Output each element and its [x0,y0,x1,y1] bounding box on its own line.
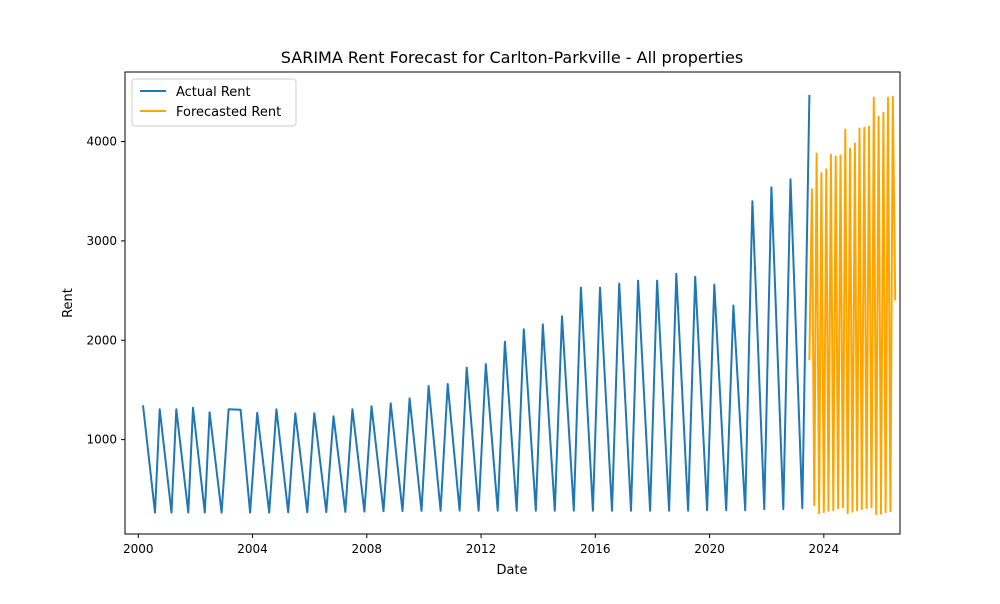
forecasted-rent-line [808,95,897,516]
axes-frame [124,71,901,535]
x-axis-label: Date [496,563,527,578]
plot-area [142,94,897,516]
x-tick-label: 2004 [237,542,268,556]
x-tick-label: 2008 [352,542,383,556]
x-tick-label: 2024 [809,542,840,556]
legend-label-forecast: Forecasted Rent [176,105,281,120]
y-tick-label: 4000 [86,135,117,149]
y-tick-label: 1000 [86,433,117,447]
chart-title: SARIMA Rent Forecast for Carlton-Parkvil… [281,48,743,67]
x-tick-label: 2000 [123,542,154,556]
legend-label-actual: Actual Rent [176,85,251,100]
y-axis: 1000 2000 3000 4000 [86,135,125,447]
x-tick-label: 2016 [580,542,611,556]
actual-rent-line [142,94,811,514]
x-axis: 2000 2004 2008 2012 2016 2020 2024 [123,534,839,556]
legend-box [131,78,297,127]
y-tick-label: 2000 [86,333,117,347]
y-tick-label: 3000 [86,234,117,248]
legend: Actual Rent Forecasted Rent [131,78,297,127]
y-axis-label: Rent [61,288,76,318]
x-tick-label: 2012 [466,542,497,556]
x-tick-label: 2020 [694,542,725,556]
